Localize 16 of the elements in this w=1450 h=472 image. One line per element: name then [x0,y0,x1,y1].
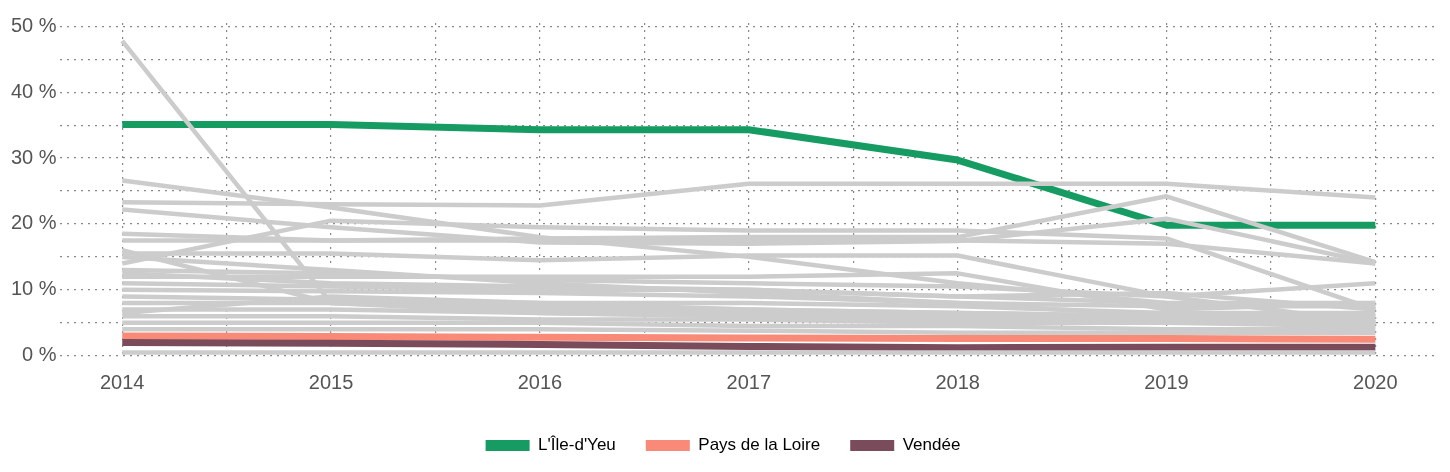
y-tick-label: 30 % [10,145,57,168]
y-tick-label: 10 % [10,277,57,300]
x-tick-label: 2018 [935,370,980,393]
y-tick-label: 50 % [10,13,57,36]
y-tick-label: 0 % [22,343,57,366]
legend-label: Pays de la Loire [698,435,821,455]
x-tick-label: 2016 [517,370,563,393]
x-tick-label: 2015 [308,370,354,393]
x-tick-label: 2014 [99,370,145,393]
y-tick-label: 40 % [10,79,57,102]
x-tick-label: 2017 [726,370,772,393]
legend-label: L'Île-d'Yeu [538,435,616,455]
legend-label: Vendée [902,435,961,455]
x-tick-label: 2020 [1353,370,1398,393]
y-tick-label: 20 % [10,211,57,234]
x-tick-label: 2019 [1144,370,1189,393]
